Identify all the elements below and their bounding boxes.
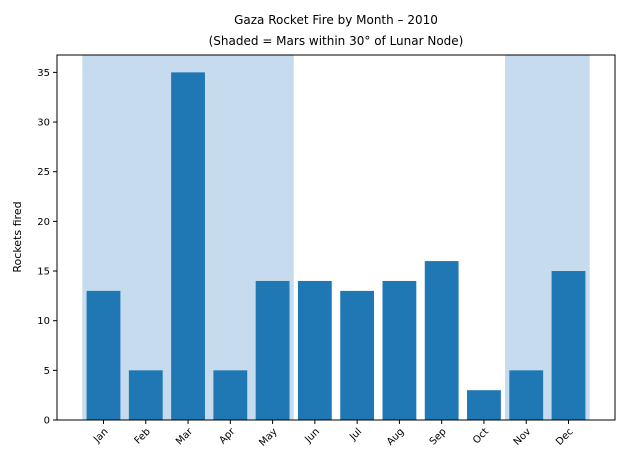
x-tick-label: Apr: [217, 426, 238, 447]
bar-aug: [382, 280, 417, 420]
bar-sep: [424, 261, 459, 420]
chart-title: Gaza Rocket Fire by Month – 2010: [234, 13, 438, 27]
bar-feb: [128, 370, 163, 420]
bar-dec: [551, 271, 586, 420]
bar-oct: [467, 390, 501, 420]
y-tick-label: 10: [37, 316, 50, 327]
bar-may: [255, 280, 290, 420]
y-tick-label: 35: [37, 68, 50, 79]
bar-jan: [86, 290, 121, 420]
x-tick-label: Mar: [174, 426, 196, 448]
y-tick-label: 0: [44, 416, 50, 427]
x-tick-label: Oct: [471, 426, 491, 446]
x-tick-label: Jan: [91, 426, 110, 445]
x-tick-label: Jul: [347, 426, 364, 443]
x-tick-label: Dec: [554, 426, 575, 447]
y-tick-label: 25: [37, 167, 50, 178]
y-tick-label: 30: [37, 118, 50, 129]
bar-jun: [297, 280, 332, 420]
bar-mar: [171, 72, 205, 420]
y-tick-label: 15: [37, 267, 50, 278]
bar-apr: [213, 370, 248, 420]
y-tick-label: 5: [44, 366, 50, 377]
bar-jul: [340, 290, 375, 420]
y-axis-label: Rockets fired: [11, 201, 24, 272]
x-tick-label: Jun: [302, 426, 322, 446]
x-tick-label: Aug: [385, 426, 407, 448]
bar-nov: [509, 370, 544, 420]
x-tick-label: Sep: [428, 426, 449, 447]
plot-frame: [56, 54, 616, 421]
x-tick-label: Nov: [512, 426, 534, 448]
chart-subtitle: (Shaded = Mars within 30° of Lunar Node): [209, 34, 464, 48]
y-tick-label: 20: [37, 217, 50, 228]
x-tick-label: Feb: [133, 426, 153, 446]
x-tick-label: May: [257, 426, 279, 448]
